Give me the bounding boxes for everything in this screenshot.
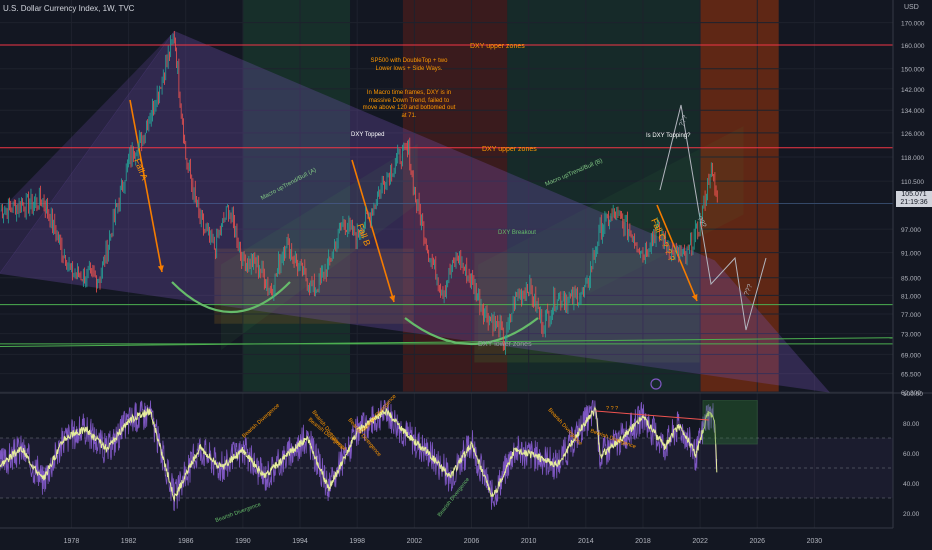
- price-tag-countdown: 21:19:36: [900, 199, 928, 206]
- label-q2: ???: [695, 216, 707, 230]
- x-tick-2: 1986: [178, 538, 194, 545]
- rsi-y-tick-4: 20.00: [903, 511, 920, 518]
- bolt-icon: [650, 378, 662, 390]
- y-tick-15: 69.000: [901, 352, 921, 359]
- level-label-3: DXY lower zones: [478, 341, 532, 348]
- y-tick-1: 160.000: [901, 43, 925, 50]
- label-dxy-topping: Is DXY Topping?: [646, 133, 691, 139]
- label-q1: ???: [678, 114, 689, 128]
- x-tick-5: 1998: [349, 538, 365, 545]
- arrow-fall-a: [129, 99, 163, 273]
- x-tick-10: 2018: [635, 538, 651, 545]
- price-tag: 105.071 21:19:36: [896, 191, 932, 207]
- projection-path: [659, 104, 767, 331]
- y-tick-5: 126.000: [901, 131, 925, 138]
- rsi-y-tick-0: 100.00: [903, 391, 923, 398]
- time-zone-4: [700, 0, 779, 392]
- y-tick-16: 65.500: [901, 372, 921, 379]
- note-sp500: SP500 with DoubleTop + two Lower lows + …: [370, 58, 448, 72]
- x-tick-11: 2022: [692, 538, 708, 545]
- time-zone-3: [507, 0, 701, 392]
- x-tick-6: 2002: [407, 538, 423, 545]
- x-tick-1: 1982: [121, 538, 137, 545]
- drawings: [0, 30, 894, 393]
- x-tick-9: 2014: [578, 538, 594, 545]
- rounding-bottom-1: [171, 281, 291, 313]
- rsi-y-tick-1: 80.00: [903, 421, 920, 428]
- arrow-fall-c: [656, 204, 698, 302]
- channel-b: [478, 126, 744, 350]
- label-q3: ???: [743, 283, 754, 297]
- arrow-fall-b: [351, 159, 395, 303]
- price-series: [0, 31, 718, 355]
- y-tick-11: 85.000: [901, 276, 921, 283]
- rsi-y-tick-2: 60.00: [903, 451, 920, 458]
- y-tick-7: 110.500: [901, 179, 924, 186]
- y-tick-0: 170.000: [901, 21, 925, 28]
- x-tick-4: 1994: [292, 538, 308, 545]
- time-zone-1: [242, 0, 351, 392]
- chart-title: U.S. Dollar Currency Index, 1W, TVC: [3, 4, 135, 13]
- currency-label: USD: [904, 4, 919, 11]
- y-tick-14: 73.000: [901, 332, 921, 339]
- arrow-fall-a-head: [157, 265, 164, 272]
- y-tick-12: 81.000: [901, 293, 921, 300]
- y-tick-17: 62.300: [901, 390, 921, 397]
- falling-wedge: [0, 30, 830, 393]
- rsi-line: [0, 400, 718, 512]
- level-label-1: DXY upper zones: [470, 43, 525, 50]
- x-tick-3: 1990: [235, 538, 251, 545]
- arrow-fall-c-head: [691, 294, 698, 301]
- arrow-fall-b-head: [389, 295, 396, 302]
- rsi-annotation-10: ? ? ?: [606, 406, 618, 412]
- label-breakout: DXY Breakout: [498, 230, 536, 236]
- x-tick-7: 2006: [464, 538, 480, 545]
- y-tick-4: 134.000: [901, 108, 925, 115]
- time-zones: [214, 0, 779, 392]
- rsi-divergence-line: [595, 410, 709, 421]
- rsi-pane: [0, 392, 932, 512]
- note-macro: In Macro time frames, DXY is in massive …: [362, 90, 456, 119]
- long-trendline: [0, 337, 894, 348]
- wedge-left: [0, 31, 175, 274]
- level-label-2: DXY upper zones: [482, 146, 537, 153]
- y-tick-6: 118.000: [901, 155, 924, 162]
- price-tag-value: 105.071: [901, 191, 927, 198]
- y-tick-2: 150.000: [901, 67, 925, 74]
- x-tick-8: 2010: [521, 538, 537, 545]
- y-tick-3: 142.000: [901, 87, 925, 94]
- rounding-bottom-2: [404, 317, 539, 345]
- rsi-ma-line: [0, 406, 718, 503]
- rsi-y-tick-3: 40.00: [903, 481, 920, 488]
- rsi-box: [702, 400, 758, 445]
- y-tick-13: 77.000: [901, 312, 921, 319]
- label-dxy-topped: DXY Topped: [351, 132, 384, 138]
- x-tick-13: 2030: [807, 538, 823, 545]
- x-tick-12: 2026: [749, 538, 765, 545]
- x-tick-0: 1978: [64, 538, 80, 545]
- y-tick-9: 97.000: [901, 227, 921, 234]
- time-zone-2: [402, 0, 508, 392]
- y-tick-10: 91.000: [901, 251, 921, 258]
